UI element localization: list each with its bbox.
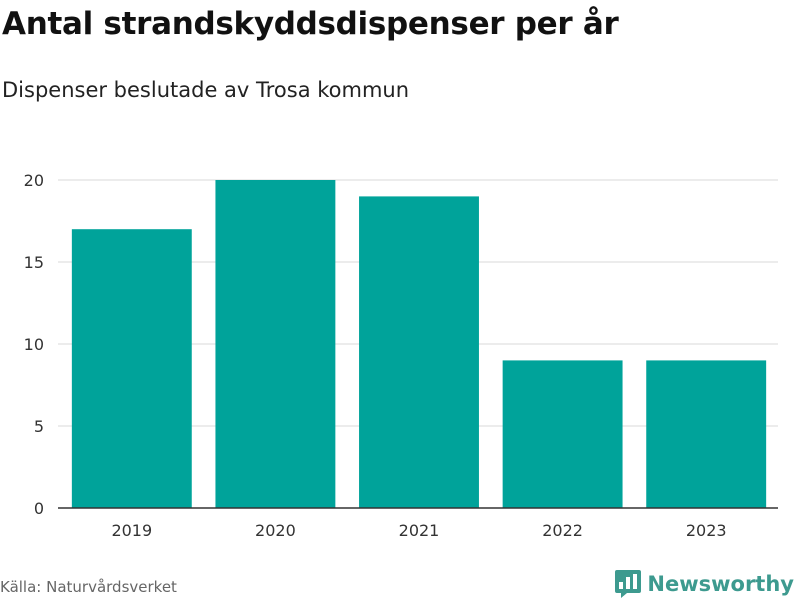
x-tick-label: 2020 <box>255 521 296 540</box>
x-tick-label: 2022 <box>542 521 583 540</box>
x-tick-label: 2023 <box>686 521 727 540</box>
y-tick-label: 20 <box>24 171 44 190</box>
brand-name: Newsworthy <box>647 572 794 596</box>
bar-chart-speech-bubble-icon <box>615 570 642 598</box>
x-tick-label: 2021 <box>399 521 440 540</box>
bar <box>502 360 623 508</box>
chart-title: Antal strandskyddsdispenser per år <box>2 6 619 42</box>
bar <box>215 180 336 508</box>
y-tick-label: 15 <box>24 253 44 272</box>
source-note: Källa: Naturvårdsverket <box>0 578 177 596</box>
bar <box>71 229 192 508</box>
bar <box>359 196 479 508</box>
x-tick-label: 2019 <box>111 521 152 540</box>
brand-logo[interactable]: Newsworthy <box>615 568 794 600</box>
y-tick-label: 5 <box>34 417 44 436</box>
y-tick-label: 0 <box>34 499 44 518</box>
bar <box>646 360 767 508</box>
y-tick-label: 10 <box>24 335 44 354</box>
chart-subtitle: Dispenser beslutade av Trosa kommun <box>2 78 410 102</box>
